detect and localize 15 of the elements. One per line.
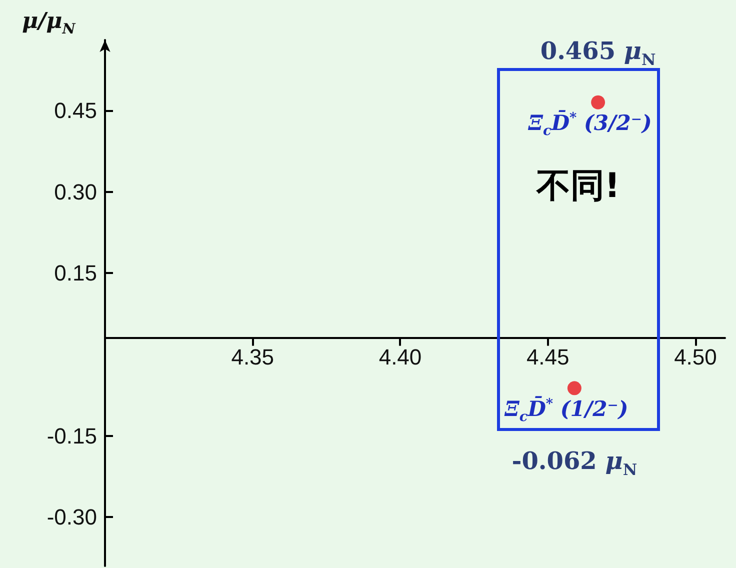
x-tick-label: 4.35 <box>231 344 274 370</box>
y-axis-title: μ/μ$_{N}$ <box>22 8 76 38</box>
y-tick-label: -0.30 <box>46 504 97 530</box>
data-label: 0.465 μ$_{N}$ <box>540 36 656 70</box>
annotation: Ξ$_{c}$D̄$^{*}$ (3/2⁻) <box>528 110 652 140</box>
x-tick-label: 4.50 <box>674 344 717 370</box>
annotation: 不同! <box>536 165 620 208</box>
y-tick-label: -0.15 <box>46 423 97 448</box>
annotation: Ξ$_{c}$D̄$^{*}$ (1/2⁻) <box>504 396 628 426</box>
data-label: -0.062 μ$_{N}$ <box>512 446 638 479</box>
x-tick-label: 4.40 <box>378 344 422 370</box>
y-tick-label: 0.15 <box>54 260 97 286</box>
y-tick-label: 0.30 <box>54 179 97 204</box>
x-tick-label: 4.45 <box>526 344 570 370</box>
y-tick-label: 0.45 <box>54 98 97 123</box>
